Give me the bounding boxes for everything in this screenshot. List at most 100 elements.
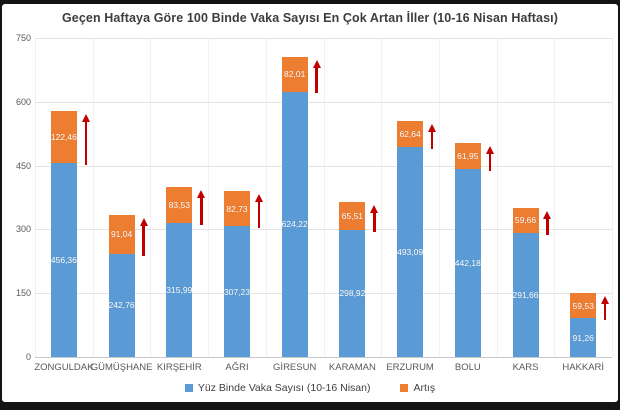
segment-cases: 456,36 bbox=[50, 162, 77, 357]
x-axis-category-label: HAKKARİ bbox=[562, 362, 605, 373]
increase-value-label: 91,04 bbox=[110, 229, 133, 240]
increase-value-label: 83,53 bbox=[168, 199, 190, 210]
arrow-shaft bbox=[315, 67, 318, 94]
vertical-gridline bbox=[92, 38, 94, 357]
x-axis-line bbox=[35, 357, 612, 358]
legend-label: Artış bbox=[413, 382, 436, 394]
vertical-gridline bbox=[496, 38, 498, 357]
horizontal-gridline bbox=[35, 165, 612, 167]
segment-increase: 59,66 bbox=[512, 207, 539, 233]
segment-cases: 307,23 bbox=[224, 226, 250, 357]
increase-arrow-icon bbox=[601, 295, 610, 321]
increase-arrow-icon bbox=[197, 190, 206, 225]
vertical-gridline bbox=[265, 38, 267, 357]
segment-increase: 62,64 bbox=[397, 120, 424, 148]
vertical-gridline bbox=[438, 38, 440, 357]
arrow-shaft bbox=[373, 213, 376, 232]
legend-item: Artış bbox=[400, 382, 435, 394]
segment-increase: 59,53 bbox=[570, 292, 597, 319]
horizontal-gridline bbox=[35, 101, 612, 103]
arrow-shaft bbox=[142, 226, 145, 256]
vertical-gridline bbox=[323, 38, 325, 357]
segment-increase: 61,95 bbox=[454, 142, 481, 169]
vertical-gridline bbox=[150, 38, 152, 357]
x-axis-category-label: KARAMAN bbox=[328, 362, 376, 373]
arrow-head bbox=[485, 145, 494, 154]
cases-value-label: 442,18 bbox=[454, 257, 481, 268]
bar-ağri: 307,23 82,73 bbox=[224, 191, 250, 357]
x-axis-category-label: KIRŞEHİR bbox=[156, 362, 202, 373]
x-axis-category-label: KARS bbox=[512, 362, 539, 373]
x-axis-category-label: BOLU bbox=[454, 362, 481, 373]
arrow-head bbox=[254, 194, 263, 203]
bar-zonguldak: 456,36 122,46 bbox=[50, 110, 77, 357]
horizontal-gridline bbox=[35, 229, 612, 231]
cases-value-label: 298,92 bbox=[339, 288, 366, 299]
vertical-gridline bbox=[381, 38, 383, 357]
legend-swatch bbox=[400, 384, 409, 392]
segment-increase: 83,53 bbox=[166, 187, 193, 223]
y-axis-tick-label: 0 bbox=[25, 352, 31, 362]
bar-gi̇resun: 624,22 82,01 bbox=[281, 56, 308, 357]
cases-value-label: 307,23 bbox=[224, 286, 250, 297]
segment-cases: 493,09 bbox=[397, 147, 424, 357]
bar-hakkari̇: 91,26 59,53 bbox=[570, 292, 597, 357]
increase-arrow-icon bbox=[312, 59, 321, 94]
cases-value-label: 291,66 bbox=[512, 289, 539, 300]
increase-value-label: 59,66 bbox=[514, 215, 537, 226]
arrow-head bbox=[81, 113, 90, 122]
segment-cases: 442,18 bbox=[454, 168, 481, 357]
segment-increase: 82,73 bbox=[224, 191, 250, 227]
x-axis-category-label: GİRESUN bbox=[273, 362, 317, 373]
horizontal-gridline bbox=[35, 38, 612, 39]
x-axis-category-label: GÜMÜŞHANE bbox=[90, 362, 153, 373]
arrow-shaft bbox=[257, 202, 261, 229]
chart-title: Geçen Haftaya Göre 100 Binde Vaka Sayısı… bbox=[61, 11, 559, 25]
increase-value-label: 62,64 bbox=[399, 129, 421, 140]
cases-value-label: 242,76 bbox=[108, 300, 135, 311]
x-axis-category-label: ERZURUM bbox=[386, 362, 434, 373]
plot-area: 0 150 300 450 600 750 456,36 122,46 ZONGULDAK 242… bbox=[16, 33, 613, 373]
vertical-gridline bbox=[35, 38, 36, 357]
segment-cases: 291,66 bbox=[512, 232, 539, 357]
segment-cases: 624,22 bbox=[281, 91, 308, 357]
y-axis-tick-label: 150 bbox=[15, 288, 31, 299]
arrow-head bbox=[139, 218, 148, 226]
x-axis-category-label: ZONGULDAK bbox=[34, 362, 94, 373]
increase-arrow-icon bbox=[254, 194, 263, 229]
segment-increase: 122,46 bbox=[50, 110, 77, 163]
increase-value-label: 59,53 bbox=[572, 300, 594, 311]
increase-value-label: 82,01 bbox=[284, 69, 306, 80]
arrow-shaft bbox=[603, 303, 607, 321]
arrow-shaft bbox=[200, 198, 203, 225]
arrow-head bbox=[370, 205, 379, 213]
arrow-shaft bbox=[84, 121, 88, 165]
segment-cases: 315,99 bbox=[166, 222, 193, 357]
segment-cases: 242,76 bbox=[108, 253, 135, 357]
increase-value-label: 82,73 bbox=[226, 203, 248, 214]
arrow-shaft bbox=[488, 153, 491, 171]
bar-gümüşhane: 242,76 91,04 bbox=[108, 215, 135, 357]
cases-value-label: 624,22 bbox=[281, 219, 308, 230]
increase-value-label: 122,46 bbox=[50, 131, 77, 142]
arrow-shaft bbox=[430, 131, 434, 150]
bar-karaman: 298,92 65,51 bbox=[339, 202, 366, 357]
chart-surface: Geçen Haftaya Göre 100 Binde Vaka Sayısı… bbox=[2, 4, 618, 402]
arrow-shaft bbox=[546, 218, 549, 235]
legend-item: Yüz Binde Vaka Sayısı (10-16 Nisan) bbox=[184, 382, 370, 394]
arrow-head bbox=[428, 123, 437, 132]
segment-cases: 298,92 bbox=[339, 229, 366, 357]
increase-arrow-icon bbox=[81, 113, 90, 165]
horizontal-gridline bbox=[35, 293, 612, 295]
cases-value-label: 91,26 bbox=[572, 332, 594, 343]
vertical-gridline bbox=[554, 38, 556, 357]
vertical-gridline bbox=[612, 38, 613, 357]
bar-kirşehi̇r: 315,99 83,53 bbox=[166, 187, 193, 357]
bar-bolu: 442,18 61,95 bbox=[454, 142, 481, 357]
arrow-head bbox=[543, 210, 552, 219]
cases-value-label: 315,99 bbox=[166, 284, 193, 295]
bar-kars: 291,66 59,66 bbox=[512, 207, 539, 357]
increase-value-label: 61,95 bbox=[457, 150, 479, 161]
y-axis-tick-label: 750 bbox=[15, 33, 31, 43]
